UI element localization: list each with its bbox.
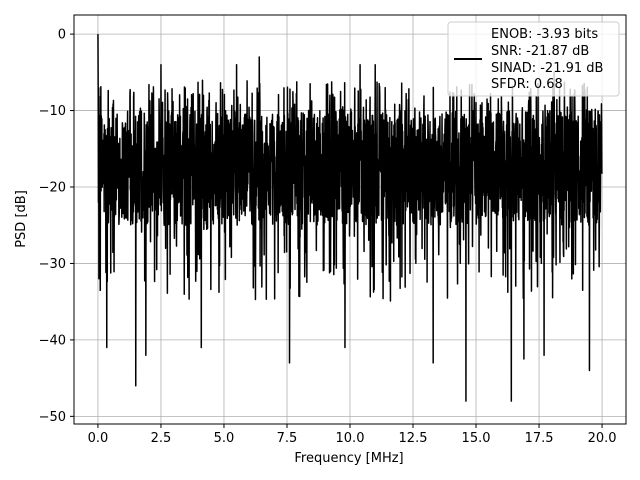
x-axis-label: Frequency [MHz] (294, 451, 403, 466)
x-tick-label: 2.5 (151, 431, 172, 446)
series-layer (97, 34, 603, 402)
legend-entry-sfdr: SFDR: 0.68 (491, 77, 563, 92)
x-tick-label: 20.0 (588, 431, 617, 446)
x-tick-label: 5.0 (214, 431, 235, 446)
x-tick-label: 12.5 (399, 431, 428, 446)
y-tick-label: −30 (39, 257, 66, 272)
legend: ENOB: -3.93 bits SNR: -21.87 dB SINAD: -… (447, 21, 620, 97)
legend-entry-sinad: SINAD: -21.91 dB (491, 61, 603, 76)
y-axis-label: PSD [dB] (14, 190, 29, 248)
x-tick-label: 7.5 (277, 431, 298, 446)
y-tick-label: −50 (39, 410, 66, 425)
x-tick-label: 0.0 (88, 431, 109, 446)
x-tick-label: 17.5 (525, 431, 554, 446)
y-tick-label: −40 (39, 333, 66, 348)
legend-entry-snr: SNR: -21.87 dB (491, 44, 589, 59)
y-tick-label: 0 (58, 28, 66, 43)
x-axis: 0.0 2.5 5.0 7.5 10.0 12.5 15.0 17.5 20.0 (88, 424, 617, 446)
series-line (97, 34, 603, 402)
legend-entry-enob: ENOB: -3.93 bits (491, 27, 598, 42)
y-axis: 0 −10 −20 −30 −40 −50 (39, 28, 74, 425)
y-tick-label: −10 (39, 104, 66, 119)
x-tick-label: 10.0 (336, 431, 365, 446)
x-tick-label: 15.0 (462, 431, 491, 446)
y-tick-label: −20 (39, 181, 66, 196)
legend-box (447, 21, 620, 97)
